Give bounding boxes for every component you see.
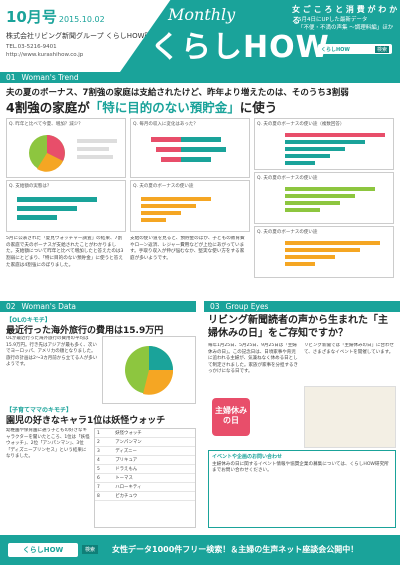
table-row: 8 ピカチュウ — [95, 491, 195, 501]
event-photo — [304, 386, 396, 448]
trend-body-1: 5月に公表された「夏見ウォッチャー調査」の結果、7割の家庭で夫のボーナスが支給さ… — [6, 236, 124, 268]
chart-income-change: Q. 毎月の収入に変化はあった？ — [130, 118, 250, 178]
hbar-chart-graphic-2 — [285, 187, 375, 212]
travel-cost-chart — [102, 336, 196, 404]
hbar-chart-graphic-3 — [285, 241, 380, 266]
trend-headline: 4割強の家庭が「特に目的のない預貯金」に使う — [6, 100, 278, 115]
table-row: 4 プリキュア — [95, 455, 195, 465]
issue-number: 10月号 2015.10.02 — [6, 8, 105, 26]
group-eyes-body: 毎年1月25日、5月25日、9月25日は「主婦休みの日」。この記念日は、日頃家事… — [208, 343, 298, 375]
issue-info: 10月号 2015.10.02 株式会社リビング新聞グループ くらしHOW研究所 … — [6, 6, 206, 59]
chart-use-3: Q. 夫の夏のボーナスの使い途 — [254, 226, 394, 278]
table-row: 6 トーマス — [95, 473, 195, 483]
page-header: 10月号 2015.10.02 株式会社リビング新聞グループ くらしHOW研究所 … — [0, 0, 400, 72]
group-eyes-headline: リビング新聞読者の声から生まれた「主婦休みの日」をご存知ですか？ — [208, 315, 388, 339]
header-search-button[interactable]: 検索 — [374, 46, 389, 53]
tagline: 女 ご こ ろ と 消 費 が わ か る — [292, 5, 398, 25]
table-row: 5 ドラえもん — [95, 464, 195, 474]
table-row: 2 アンパンマン — [95, 437, 195, 447]
chart-bonus-pie: Q. 昨年と比べて今夏、増加？減少？ — [6, 118, 126, 178]
footer-promo: 女性データ1000件フリー検索！＆主婦の生声ネット座談会公開中！ — [112, 545, 359, 554]
mama-kicker: 【子育てママのキモチ】 — [6, 407, 73, 414]
mama-body: 幼稚園や保育園に通う子どもの好きなキャラクターを聞いたところ、1位は「妖怪ウォッ… — [6, 428, 90, 460]
section-bar-woman-trend: 01 Woman's Trend — [0, 72, 400, 83]
contact-info: TEL.03-5216-9401 http://www.kurashihow.c… — [6, 44, 84, 58]
table-row: 3 ディズニー — [95, 446, 195, 456]
table-row: 1 妖怪ウォッチ — [95, 429, 195, 438]
header-search-box[interactable]: 検索 くらしHOW — [318, 44, 392, 54]
chart-use-multi: Q. 夫の夏のボーナスの使い途（複数回答） — [254, 118, 394, 170]
character-ranking-table: 1 妖怪ウォッチ 2 アンパンマン 3 ディズニー 4 プリキュア 5 ドラえもん 6 トー… — [94, 428, 196, 528]
chart-bonus-use: Q. 夫の夏のボーナスの使い途 — [130, 180, 250, 232]
masthead-band — [120, 0, 400, 72]
table-row: 7 ハローキティ — [95, 482, 195, 492]
shufu-yasumi-badge: 主婦休みの日 — [212, 398, 250, 436]
brand-logo: くらしHOW — [150, 30, 330, 65]
bar-chart-graphic — [17, 197, 97, 220]
footer-logo[interactable]: くらしHOW — [8, 543, 78, 557]
trend-subheadline: 夫の夏のボーナス、7割強の家庭は支給されたけど、昨年より増えたのは、そのうち3割… — [6, 88, 349, 98]
company-name: 株式会社リビング新聞グループ くらしHOW研究所 — [6, 32, 166, 40]
trend-body-2: 支給の使い道を見ると、預貯金のほか、子どもの教育費やローン返済、レジャー費用など… — [130, 236, 245, 261]
mama-headline: 園児の好きなキャラ1位は妖怪ウォッチ — [6, 416, 166, 426]
section-bar-group-eyes: 03 Group Eyes — [204, 301, 400, 312]
footer-search-button[interactable]: 検索 — [82, 545, 99, 554]
group-eyes-body-2: リビング新聞では「主婦休みの日」に合わせて、さまざまなイベントを開催しています。 — [304, 343, 394, 355]
ol-kicker: 【OLのキモチ】 — [6, 317, 51, 324]
brand-english: Monthly — [168, 5, 236, 24]
hbar-chart-graphic — [285, 133, 385, 165]
chart-use-2: Q. 夫の夏のボーナスの使い途 — [254, 172, 394, 224]
diverging-bar-graphic — [151, 137, 226, 162]
ol-headline: 最近行った海外旅行の費用は15.9万円 — [6, 326, 164, 336]
subtagline: 5月4日にUPした最新データ 「不便・不満の声集 〜調理料編」ほか — [298, 17, 394, 31]
grouped-bar-graphic — [141, 197, 211, 222]
pie-chart-graphic — [29, 135, 117, 172]
travel-pie-graphic — [125, 346, 174, 395]
contact-box: イベントや企画のお問い合わせ 主婦休みの日に関するイベント情報や協賛企業の募集に… — [208, 450, 396, 528]
chart-bonus-amount: Q. 支給額の実態は？ — [6, 180, 126, 232]
section-bar-woman-data: 02 Woman's Data — [0, 301, 196, 312]
ol-body: OLが最近行った海外旅行の費用の平均は15.9万円。行き先はアジアが最も多く、次… — [6, 336, 98, 368]
page-footer: くらしHOW 検索 女性データ1000件フリー検索！＆主婦の生声ネット座談会公開… — [0, 535, 400, 565]
